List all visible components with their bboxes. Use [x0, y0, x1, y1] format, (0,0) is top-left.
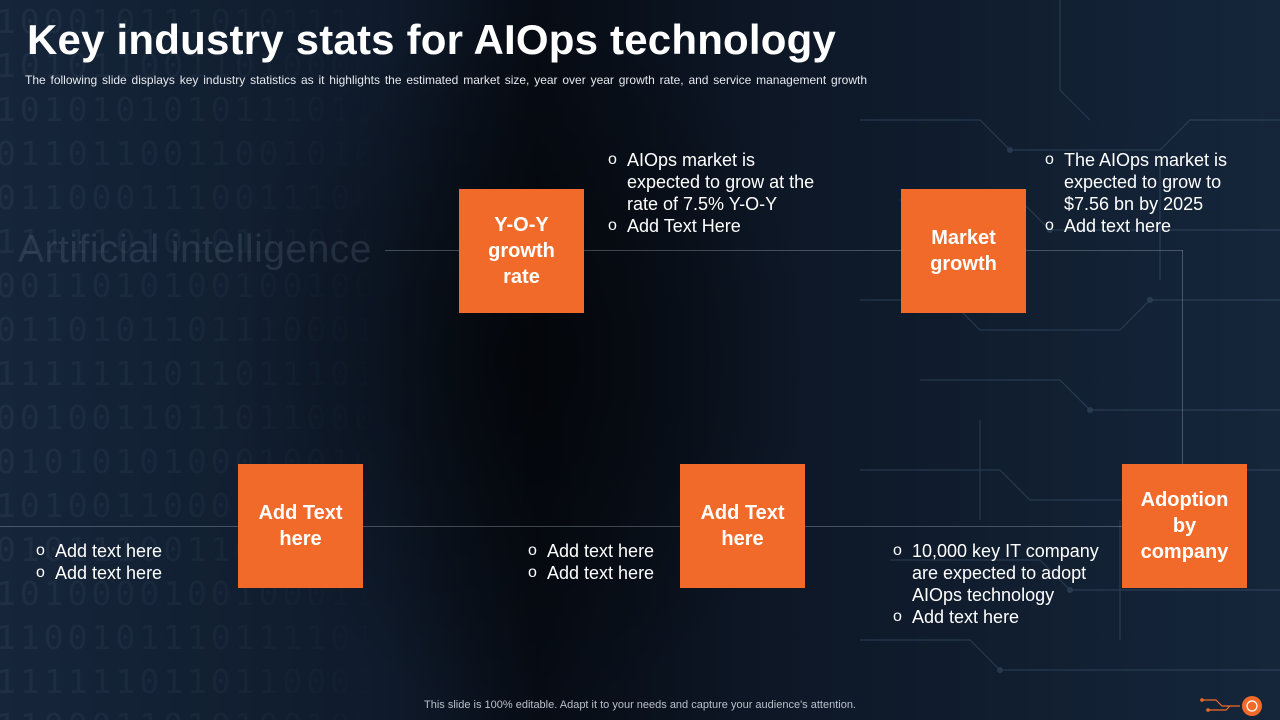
bullet-marker: o — [893, 542, 902, 559]
yoy-growth-box: Y-O-Y growth rate — [459, 189, 584, 313]
watermark-text: Artificial intelligence — [18, 228, 372, 271]
connector-top — [385, 250, 1183, 251]
bullet-marker: o — [608, 151, 617, 168]
list-item: o Add text here — [528, 541, 655, 561]
yoy-growth-label: Y-O-Y growth rate — [488, 214, 555, 288]
yoy-bullets: o AIOps market is expected to grow at the… — [608, 149, 833, 237]
list-item: o Add text here — [36, 541, 163, 561]
bullet-marker: o — [608, 217, 617, 234]
circuit-logo-icon — [1200, 696, 1262, 716]
bullet-marker: o — [528, 564, 537, 581]
adoption-bullets: o 10,000 key IT company are expected to a… — [893, 540, 1115, 628]
bullet-marker: o — [36, 564, 45, 581]
slide-title: Key industry stats for AIOps technology — [27, 16, 837, 63]
market-bullets: o The AIOps market is expected to grow to… — [1045, 149, 1255, 237]
add-left-bullets: o Add text here o Add text here — [36, 540, 226, 584]
connector-bottom — [0, 526, 1122, 527]
bullet-marker: o — [1045, 217, 1054, 234]
market-growth-box: Market growth — [901, 189, 1026, 313]
binary-background: 1000101110101111001 1010110011010000100 … — [0, 2, 416, 720]
list-item: o Add text here — [1045, 216, 1172, 236]
list-item: o 10,000 key IT company are expected to a… — [893, 541, 1099, 605]
add-text-left-label: Add Text here — [258, 502, 343, 550]
market-growth-label: Market growth — [930, 227, 997, 275]
bullet-marker: o — [1045, 151, 1054, 168]
list-item: o Add text here — [528, 563, 655, 583]
add-text-mid-box: Add Text here — [680, 464, 805, 588]
list-item: o Add Text Here — [608, 216, 741, 236]
bullet-marker: o — [528, 542, 537, 559]
bullet-marker: o — [36, 542, 45, 559]
add-text-left-box: Add Text here — [238, 464, 363, 588]
adoption-label: Adoption by company — [1140, 489, 1229, 563]
adoption-box: Adoption by company — [1122, 464, 1247, 588]
connector-right — [1182, 250, 1183, 464]
list-item: o Add text here — [36, 563, 163, 583]
add-text-mid-label: Add Text here — [700, 502, 785, 550]
list-item: o The AIOps market is expected to grow to… — [1045, 150, 1228, 214]
bullet-marker: o — [893, 608, 902, 625]
list-item: o AIOps market is expected to grow at the… — [608, 150, 815, 214]
add-mid-bullets: o Add text here o Add text here — [528, 540, 678, 584]
slide-subtitle: The following slide displays key industr… — [25, 73, 868, 87]
list-item: o Add text here — [893, 607, 1020, 627]
slide-footer: This slide is 100% editable. Adapt it to… — [424, 699, 856, 711]
